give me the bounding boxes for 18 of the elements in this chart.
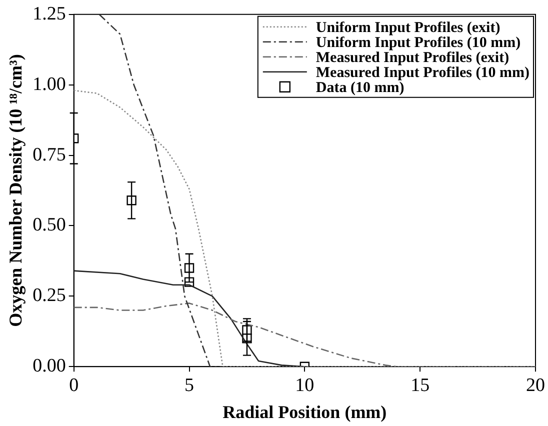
x-tick-label: 5 <box>184 374 194 396</box>
y-tick-label: 0.50 <box>32 214 66 236</box>
x-tick-label: 15 <box>410 374 430 396</box>
legend-label: Data (10 mm) <box>316 80 404 96</box>
y-tick-label: 1.25 <box>32 3 66 24</box>
x-tick-label: 10 <box>295 374 314 396</box>
y-tick-label: 0.00 <box>32 356 66 377</box>
legend-label: Uniform Input Profiles (exit) <box>316 20 500 36</box>
legend-label: Measured Input Profiles (10 mm) <box>316 64 530 81</box>
x-tick-label: 0 <box>69 374 79 396</box>
y-tick-label: 0.75 <box>32 144 66 166</box>
x-tick-label: 20 <box>526 374 545 396</box>
legend-label: Measured Input Profiles (exit) <box>316 50 510 66</box>
x-axis-title: Radial Position (mm) <box>222 402 387 422</box>
y-axis-title: Oxygen Number Density (10 ¹⁸/cm³) <box>5 54 26 327</box>
y-tick-label: 1.00 <box>32 74 66 95</box>
y-tick-label: 0.25 <box>32 285 66 306</box>
legend-label: Uniform Input Profiles (10 mm) <box>316 34 521 51</box>
